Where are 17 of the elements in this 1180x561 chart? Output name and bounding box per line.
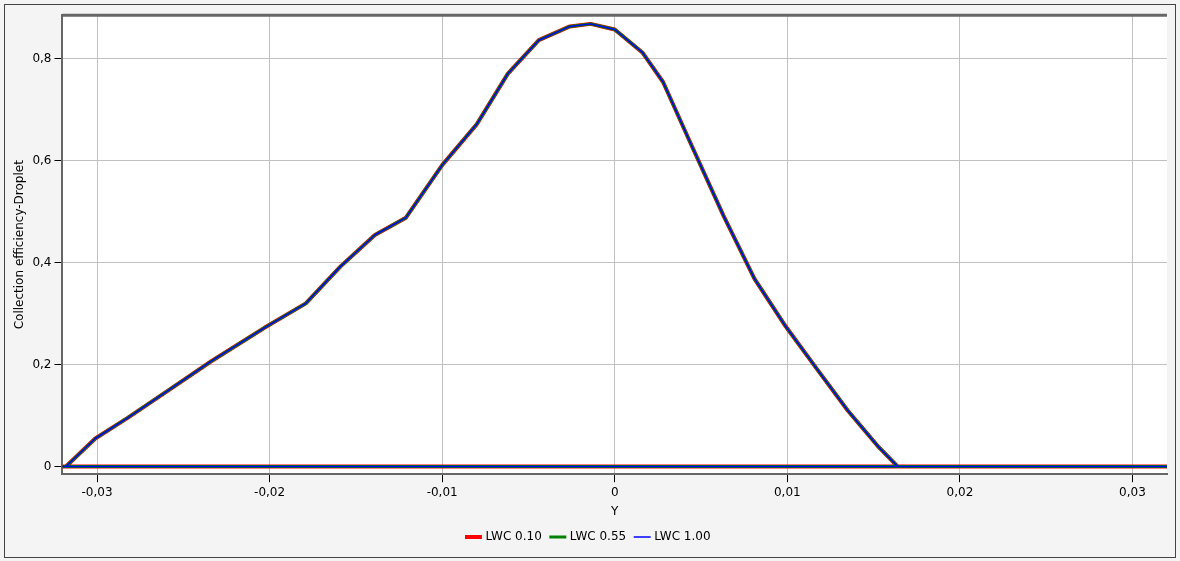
y-tick-label: 0 xyxy=(43,458,52,473)
x-tick-label: 0,02 xyxy=(946,484,974,499)
legend-label: LWC 1.00 xyxy=(654,529,711,544)
x-tick-label: -0,01 xyxy=(426,484,458,499)
x-tick-label: -0,02 xyxy=(254,484,286,499)
x-tick-label: 0 xyxy=(610,484,619,499)
y-axis-title: Collection efficiency-Droplet xyxy=(12,159,27,330)
x-tick-label: 0,01 xyxy=(773,484,801,499)
y-tick-label: 0,2 xyxy=(32,356,52,371)
y-tick-label: 0,4 xyxy=(32,254,52,269)
legend-label: LWC 0.55 xyxy=(569,529,627,544)
y-tick-label: 0,8 xyxy=(32,50,52,65)
y-tick-label: 0,6 xyxy=(32,152,52,167)
legend-label: LWC 0.10 xyxy=(485,529,542,544)
x-axis-title: Y xyxy=(610,503,620,518)
x-tick-label: 0,03 xyxy=(1119,484,1146,499)
x-tick-label: -0,03 xyxy=(81,484,113,499)
